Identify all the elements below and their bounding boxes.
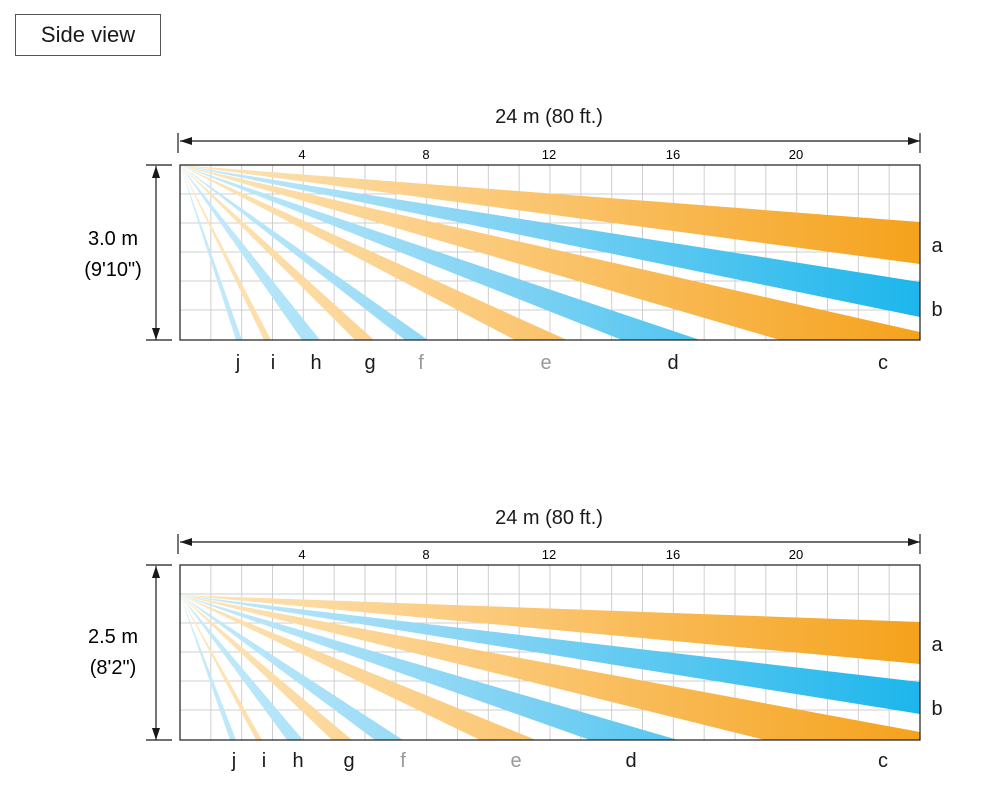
- beam-f: [180, 595, 403, 740]
- beam-j: [180, 595, 236, 740]
- beam-label-g: g: [364, 352, 375, 374]
- height-label: 2.5 m: [88, 626, 138, 648]
- beam-label-e: e: [540, 352, 551, 374]
- tick-label: 4: [298, 147, 305, 162]
- beam-label-h: h: [292, 750, 303, 772]
- beam-label-d: d: [667, 352, 678, 374]
- diagram-frame: [179, 564, 921, 741]
- range-label: 24 m (80 ft.): [495, 106, 603, 128]
- tick-label: 12: [542, 147, 556, 162]
- beam-c: [180, 165, 920, 340]
- beam-h: [180, 595, 303, 740]
- beam-a: [180, 165, 920, 264]
- tick-label: 12: [542, 547, 556, 562]
- range-label: 24 m (80 ft.): [495, 507, 603, 529]
- beam-b: [180, 595, 920, 714]
- beam-i: [180, 595, 262, 740]
- beam-g: [180, 595, 352, 740]
- detection-beams: [180, 595, 920, 740]
- beam-label-a: a: [931, 634, 943, 656]
- beam-label-i: i: [271, 352, 275, 374]
- diagram-3m: 24 m (80 ft.) 4 8 12 16 20 3.0 m (9'10"): [84, 106, 943, 374]
- beam-label-b: b: [931, 698, 942, 720]
- height-label-imperial: (9'10"): [84, 259, 142, 281]
- beam-e: [180, 595, 536, 740]
- height-arrow: [146, 564, 172, 741]
- beam-a: [180, 595, 920, 664]
- beam-label-c: c: [878, 352, 888, 374]
- range-arrow: [177, 534, 921, 554]
- beam-label-f: f: [400, 750, 406, 772]
- height-arrow: [146, 164, 172, 341]
- tick-label: 16: [666, 147, 680, 162]
- beam-label-f: f: [418, 352, 424, 374]
- beam-label-i: i: [262, 750, 266, 772]
- view-title: Side view: [15, 14, 161, 56]
- beam-f: [180, 165, 428, 340]
- beam-h: [180, 165, 320, 340]
- beam-label-e: e: [510, 750, 521, 772]
- tick-label: 16: [666, 547, 680, 562]
- beam-label-g: g: [343, 750, 354, 772]
- beam-e: [180, 165, 567, 340]
- beam-label-a: a: [931, 235, 943, 257]
- beam-g: [180, 165, 374, 340]
- tick-label: 8: [422, 147, 429, 162]
- tick-label: 8: [422, 547, 429, 562]
- beam-b: [180, 165, 920, 317]
- beam-label-c: c: [878, 750, 888, 772]
- height-label: 3.0 m: [88, 228, 138, 250]
- beam-label-j: j: [235, 352, 240, 374]
- beam-i: [180, 165, 271, 340]
- tick-label: 20: [789, 547, 803, 562]
- height-label-imperial: (8'2"): [90, 657, 136, 679]
- diagram-frame: [179, 164, 921, 341]
- beam-d: [180, 595, 678, 740]
- beam-d: [180, 165, 700, 340]
- tick-label: 4: [298, 547, 305, 562]
- detection-beams: [180, 165, 920, 340]
- tick-label: 20: [789, 147, 803, 162]
- beam-label-b: b: [931, 299, 942, 321]
- beam-label-j: j: [231, 750, 236, 772]
- range-arrow: [177, 133, 921, 153]
- beam-label-d: d: [625, 750, 636, 772]
- beam-j: [180, 165, 242, 340]
- beam-c: [180, 595, 920, 740]
- diagram-2-5m: 24 m (80 ft.) 4 8 12 16 20 2.5 m (8'2"): [88, 507, 943, 772]
- beam-label-h: h: [310, 352, 321, 374]
